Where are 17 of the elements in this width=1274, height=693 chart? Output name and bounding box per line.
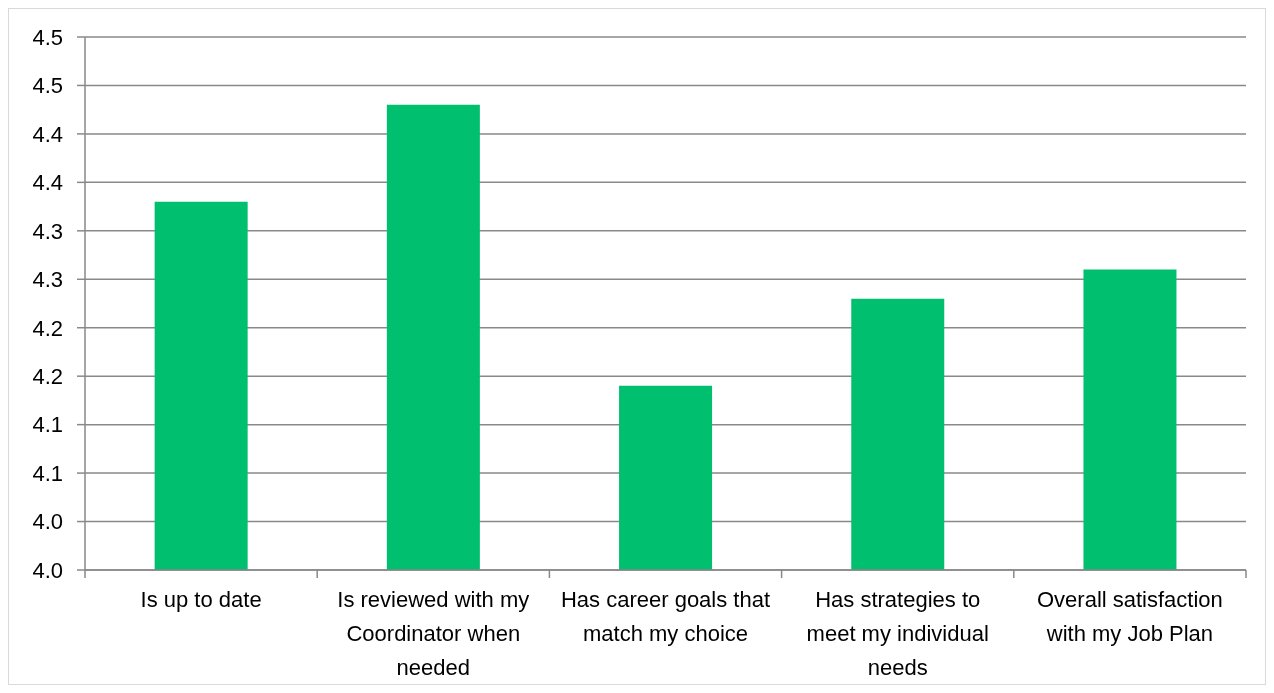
x-tick-label: Has career goals that match my choice	[560, 587, 771, 646]
x-tick-label: Is up to date	[140, 587, 262, 612]
y-tick-label: 4.2	[32, 315, 63, 341]
y-tick-label: 4.3	[32, 267, 63, 293]
y-tick-label: 4.1	[32, 460, 63, 486]
y-tick-label: 4.5	[32, 73, 63, 99]
y-tick-label: 4.1	[32, 412, 63, 438]
y-tick-label: 4.4	[32, 170, 63, 196]
x-tick-label: Has strategies to meet my individual needs	[806, 587, 989, 680]
y-tick-label: 4.5	[32, 24, 63, 50]
x-tick-label: Is reviewed with my Coordinator when needed	[337, 587, 530, 680]
y-tick-label: 4.4	[32, 121, 63, 147]
x-tick-label: Overall satisfaction with my Job Plan	[1036, 587, 1223, 646]
y-tick-label: 4.2	[32, 363, 63, 389]
y-tick-label: 4.0	[32, 557, 63, 583]
y-tick-label: 4.0	[32, 509, 63, 535]
y-tick-label: 4.3	[32, 218, 63, 244]
